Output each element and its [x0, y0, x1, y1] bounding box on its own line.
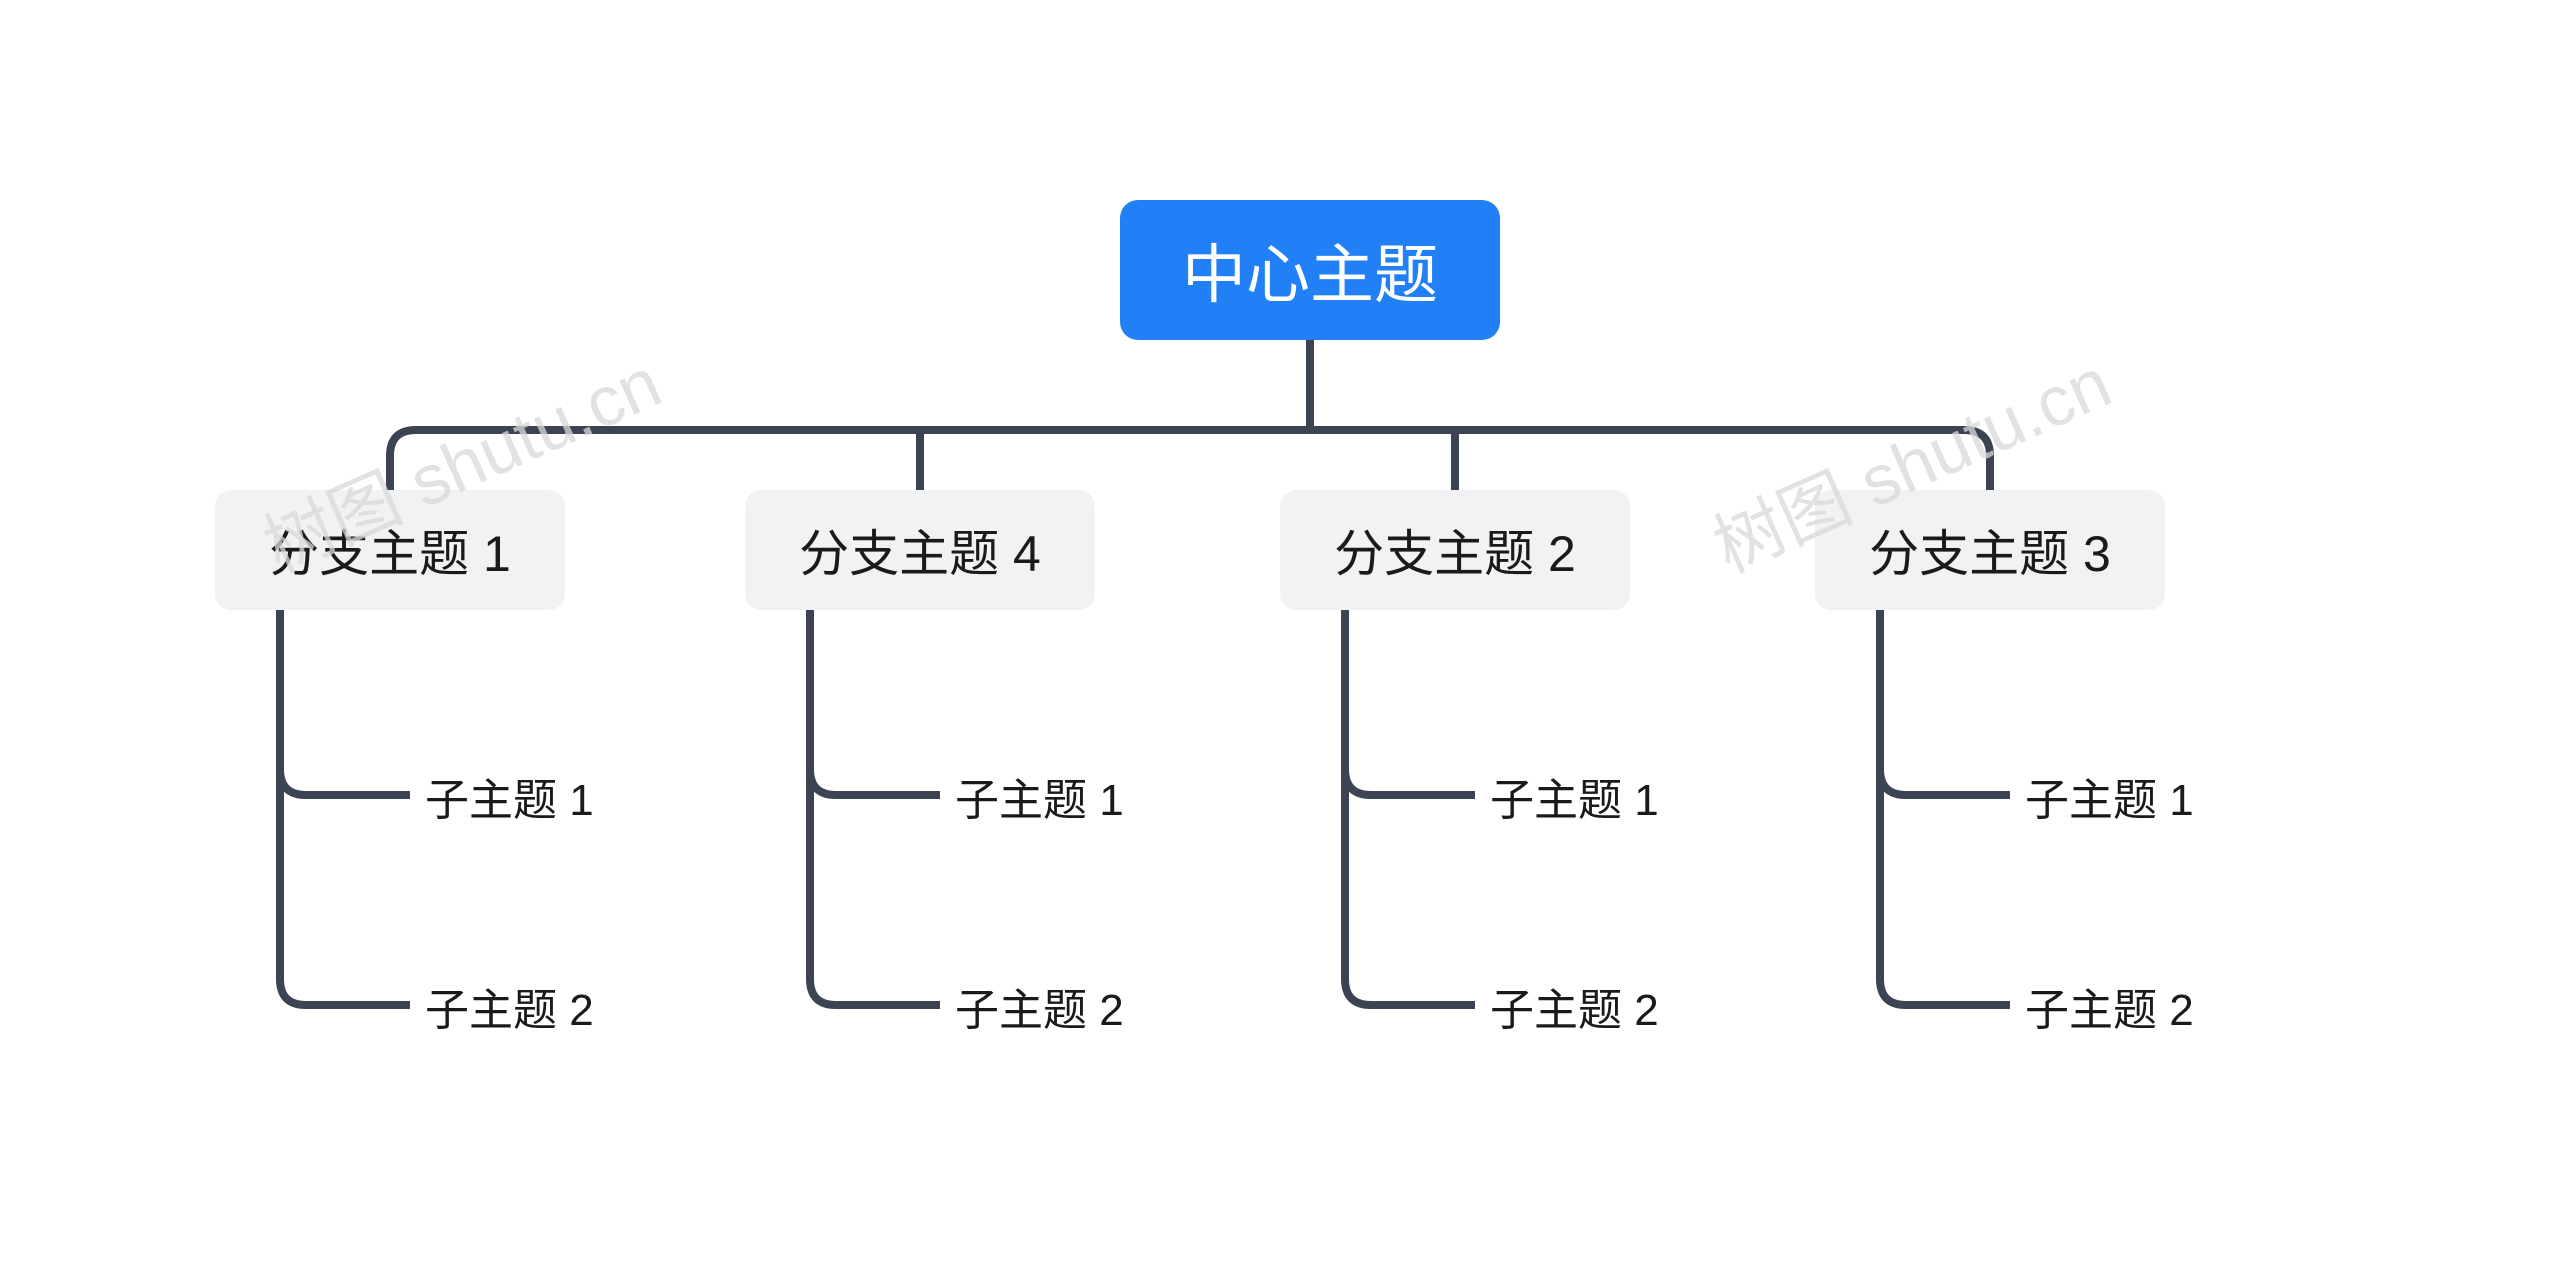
child-topic[interactable]: 子主题 2 — [955, 974, 1124, 1038]
branch-topic[interactable]: 分支主题 1 — [215, 490, 565, 610]
child-topic[interactable]: 子主题 1 — [2025, 764, 2194, 828]
branch-topic[interactable]: 分支主题 4 — [745, 490, 1095, 610]
branch-topic[interactable]: 分支主题 3 — [1815, 490, 2165, 610]
child-topic[interactable]: 子主题 1 — [425, 764, 594, 828]
child-topic[interactable]: 子主题 2 — [1490, 974, 1659, 1038]
connector-layer — [0, 0, 2560, 1274]
mindmap-canvas: 中心主题分支主题 1 子主题 1 子主题 2 分支主题 4 子主题 1 子主题 2 分支主题… — [0, 0, 2560, 1274]
child-topic[interactable]: 子主题 2 — [425, 974, 594, 1038]
child-topic[interactable]: 子主题 1 — [1490, 764, 1659, 828]
branch-topic[interactable]: 分支主题 2 — [1280, 490, 1630, 610]
child-topic[interactable]: 子主题 2 — [2025, 974, 2194, 1038]
child-topic[interactable]: 子主题 1 — [955, 764, 1124, 828]
central-topic[interactable]: 中心主题 — [1120, 200, 1500, 340]
